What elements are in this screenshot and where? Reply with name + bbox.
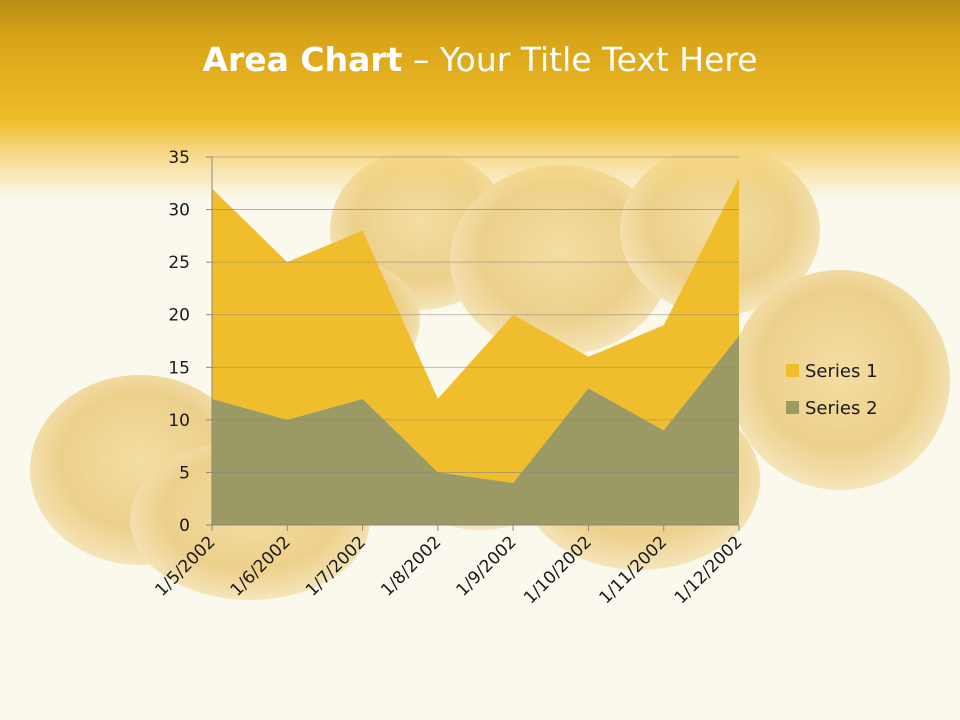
x-tick-label: 1/10/2002 xyxy=(520,532,596,608)
x-tick-label: 1/11/2002 xyxy=(595,532,671,608)
y-tick-label: 5 xyxy=(179,463,190,483)
y-tick-label: 35 xyxy=(168,148,190,168)
header-band xyxy=(0,0,960,200)
legend-label-series-1: Series 1 xyxy=(805,361,878,382)
series-2-area xyxy=(212,335,739,525)
slide-title: Area Chart – Your Title Text Here xyxy=(0,40,960,79)
x-tick-label: 1/5/2002 xyxy=(151,532,219,600)
x-tick-label: 1/6/2002 xyxy=(227,532,295,600)
x-tick-label: 1/9/2002 xyxy=(453,532,521,600)
series-1-area xyxy=(212,178,739,483)
y-tick-label: 20 xyxy=(168,306,190,326)
x-tick-label: 1/7/2002 xyxy=(302,532,370,600)
y-tick-label: 25 xyxy=(168,253,190,273)
legend-label-series-2: Series 2 xyxy=(805,398,878,419)
y-tick-label: 0 xyxy=(179,516,190,536)
x-tick-label: 1/12/2002 xyxy=(671,532,747,608)
x-tick-label: 1/8/2002 xyxy=(377,532,445,600)
y-tick-label: 30 xyxy=(168,201,190,221)
y-tick-label: 15 xyxy=(168,358,190,378)
title-bold: Area Chart xyxy=(202,40,403,79)
legend-swatch-series-1 xyxy=(786,364,799,377)
y-tick-label: 10 xyxy=(168,411,190,431)
legend-swatch-series-2 xyxy=(786,401,799,414)
title-rest: – Your Title Text Here xyxy=(402,40,758,79)
